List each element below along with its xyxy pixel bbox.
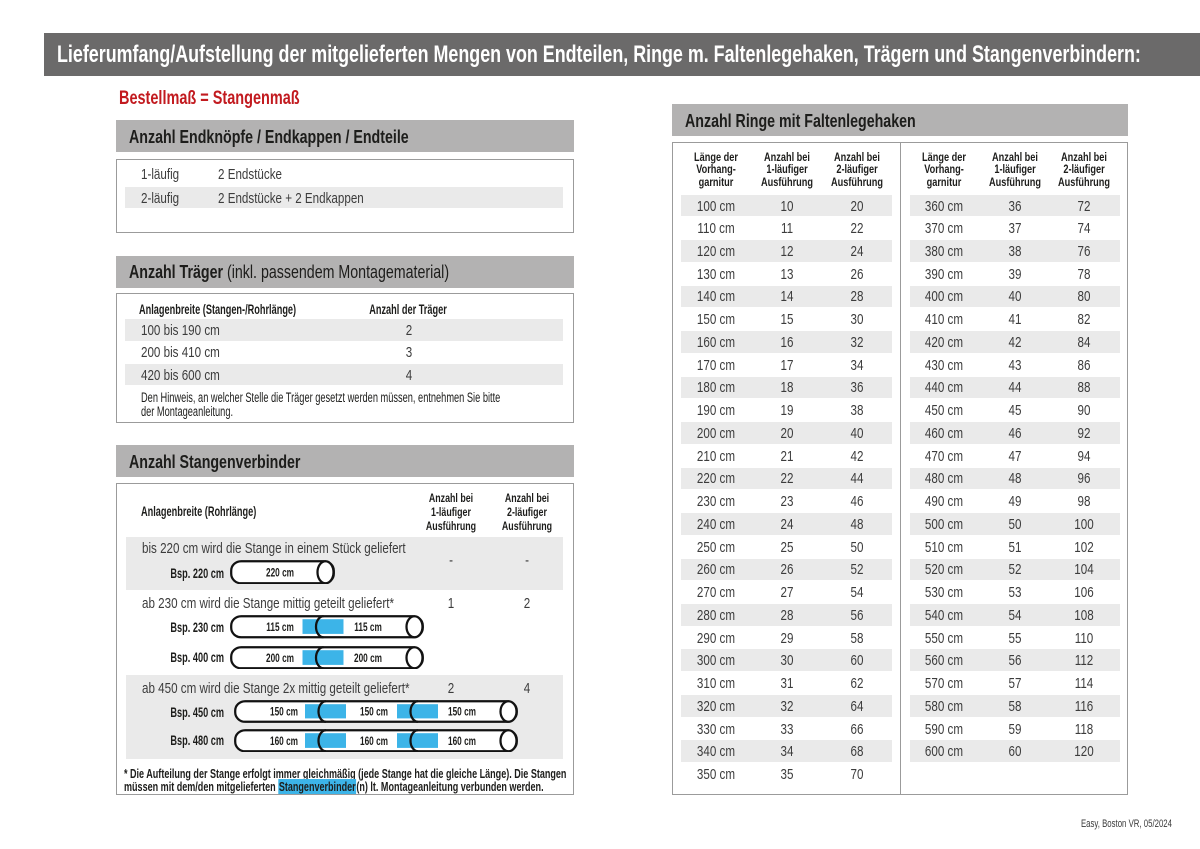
svg-text:220 cm: 220 cm [265,567,293,580]
svg-text:115 cm: 115 cm [266,622,294,635]
svg-text:200 cm: 200 cm [265,652,293,665]
svg-text:115 cm: 115 cm [354,622,382,635]
svg-text:150 cm: 150 cm [359,706,387,719]
svg-text:150 cm: 150 cm [269,706,297,719]
svg-text:160 cm: 160 cm [359,735,387,748]
svg-text:160 cm: 160 cm [447,735,475,748]
svg-text:200 cm: 200 cm [353,652,381,665]
svg-text:150 cm: 150 cm [447,706,475,719]
svg-text:160 cm: 160 cm [269,735,297,748]
